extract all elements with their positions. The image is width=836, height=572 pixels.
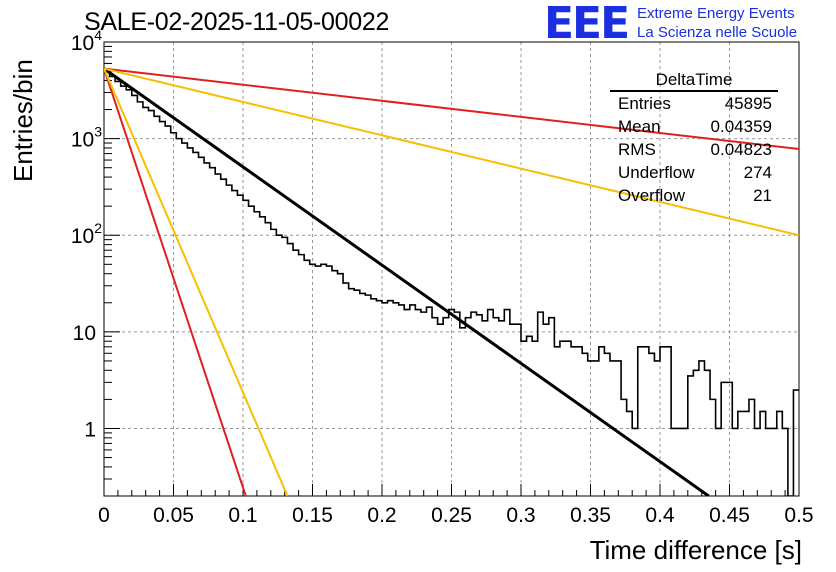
stats-key: Overflow: [618, 186, 686, 205]
x-tick-label: 0.1: [228, 504, 257, 527]
stats-row-overflow: Overflow 21: [610, 184, 778, 207]
stats-value: 274: [743, 163, 772, 182]
stats-title: DeltaTime: [610, 70, 778, 92]
x-tick-label: 0.5: [784, 504, 813, 527]
logo-caption: Extreme Energy Events La Scienza nelle S…: [637, 4, 797, 42]
stats-box: DeltaTime Entries 45895 Mean 0.04359 RMS…: [610, 70, 778, 207]
plot-title: SALE-02-2025-11-05-00022: [84, 8, 390, 36]
x-tick-label: 0.2: [367, 504, 396, 527]
series-exp-fast-orange: [104, 68, 289, 496]
y-tick-label: 103: [71, 124, 102, 152]
x-tick-label: 0.3: [506, 504, 535, 527]
logo-line-2: La Scienza nelle Scuole: [637, 24, 798, 41]
histogram-steps: [104, 70, 799, 496]
y-tick-label: 102: [71, 220, 102, 248]
stats-value: 21: [753, 186, 772, 205]
x-tick-label: 0.45: [709, 504, 750, 527]
x-tick-label: 0.25: [431, 504, 472, 527]
stats-key: Mean: [618, 117, 661, 136]
logo-line-1: Extreme Energy Events: [637, 5, 795, 22]
stats-key: Underflow: [618, 163, 695, 182]
stats-row-mean: Mean 0.04359: [610, 115, 778, 138]
stats-key: Entries: [618, 94, 671, 113]
stats-row-underflow: Underflow 274: [610, 161, 778, 184]
y-tick-label: 10: [73, 322, 96, 345]
series-fit: [104, 67, 710, 496]
x-tick-label: 0.35: [570, 504, 611, 527]
y-tick-label: 1: [84, 418, 96, 441]
series-exp-slow-red: [104, 67, 799, 151]
x-tick-label: 0: [98, 504, 110, 527]
y-tick-label: 104: [71, 27, 102, 55]
stats-row-entries: Entries 45895: [610, 92, 778, 115]
eee-logo: EEE: [544, 0, 630, 49]
x-axis-label: Time difference [s]: [589, 535, 802, 565]
series-exp-slow-orange: [104, 67, 799, 237]
stats-row-rms: RMS 0.04823: [610, 138, 778, 161]
x-tick-label: 0.4: [645, 504, 675, 527]
y-axis-label: Entries/bin: [8, 59, 38, 182]
x-tick-label: 0.15: [292, 504, 333, 527]
stats-key: RMS: [618, 140, 656, 159]
stats-value: 0.04823: [710, 140, 772, 159]
stats-value: 0.04359: [710, 117, 772, 136]
series-exp-fast-red: [104, 68, 247, 496]
x-tick-label: 0.05: [153, 504, 194, 527]
stats-value: 45895: [724, 94, 772, 113]
